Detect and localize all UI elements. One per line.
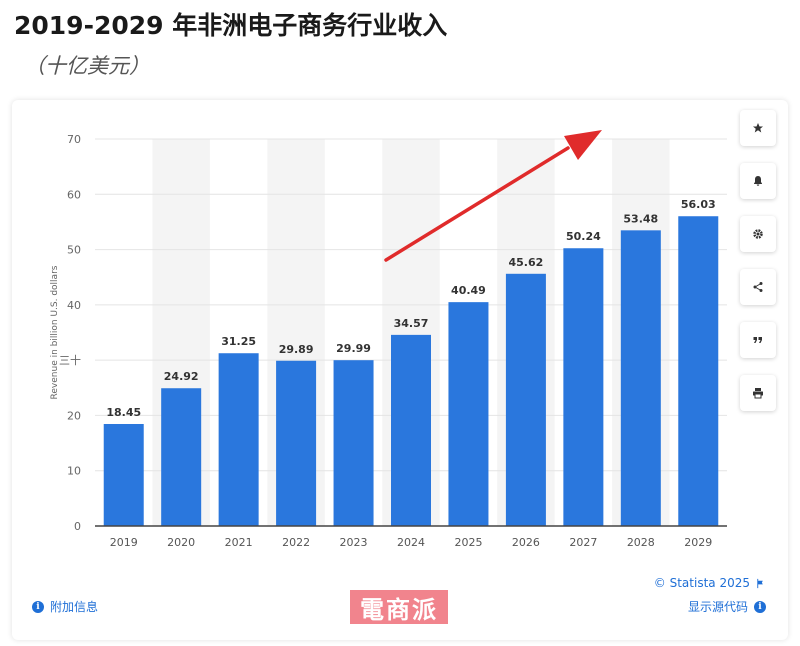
data-label: 56.03 [681, 198, 716, 211]
x-tick-label: 2020 [167, 536, 195, 549]
bar [448, 302, 489, 526]
x-tick-label: 2021 [225, 536, 253, 549]
y-tick-label: 0 [74, 520, 81, 533]
bar [161, 388, 202, 526]
bar [103, 423, 144, 526]
chart-title: 2019-2029 年非洲电子商务行业收入 [14, 11, 448, 40]
bar [563, 248, 604, 526]
copyright-text: © Statista 2025 [653, 576, 750, 590]
bar [678, 216, 719, 527]
x-tick-label: 2024 [397, 536, 425, 549]
print-button[interactable] [740, 375, 776, 411]
bar [391, 334, 431, 526]
data-label: 18.45 [106, 406, 141, 419]
flag-icon [757, 578, 763, 588]
gear-icon [753, 229, 763, 239]
x-tick-label: 2027 [569, 536, 597, 549]
watermark-logo: 電商派 [350, 590, 448, 624]
chart-card: 0 10 20 三十 40 50 60 70 18.45 2019 24.92 2020 31.25 20… [12, 100, 788, 640]
star-icon [753, 123, 763, 133]
data-label: 34.57 [394, 317, 429, 330]
x-tick-label: 2029 [684, 536, 712, 549]
data-label: 29.99 [336, 342, 371, 355]
data-label: 31.25 [221, 335, 256, 348]
y-tick-label: 70 [67, 133, 81, 146]
y-tick-label: 三十 [59, 353, 81, 367]
x-tick-label: 2022 [282, 536, 310, 549]
x-tick-label: 2019 [110, 536, 138, 549]
data-label: 24.92 [164, 370, 199, 383]
show-source-label: 显示源代码 [687, 600, 748, 614]
data-label: 29.89 [279, 343, 314, 356]
cite-button[interactable] [740, 322, 776, 358]
data-label: 53.48 [623, 212, 658, 225]
share-button[interactable] [740, 269, 776, 305]
x-tick-label: 2026 [512, 536, 540, 549]
x-tick-label: 2028 [627, 536, 655, 549]
favorite-button[interactable] [740, 110, 776, 146]
statista-copyright-link[interactable]: © Statista 2025 [654, 576, 766, 590]
share-icon [753, 282, 763, 292]
y-tick-label: 60 [67, 188, 81, 201]
chart-toolbar [740, 110, 778, 428]
data-label: 45.62 [509, 256, 544, 269]
bar-chart: 0 10 20 三十 40 50 60 70 18.45 2019 24.92 2020 31.25 20… [50, 130, 727, 549]
notification-button[interactable] [740, 163, 776, 199]
y-axis-title: Revenue in billion U.S. dollars [50, 265, 60, 399]
data-label: 50.24 [566, 230, 601, 243]
bar [505, 273, 546, 526]
additional-info-link[interactable]: i 附加信息 [32, 598, 98, 615]
watermark-text: 電商派 [360, 594, 438, 624]
y-tick-label: 40 [67, 299, 81, 312]
print-icon [753, 388, 763, 399]
trend-arrow-shaft [384, 146, 570, 262]
bar [333, 360, 374, 526]
quote-icon [753, 337, 762, 343]
bar [218, 353, 259, 526]
info-icon: i [754, 600, 766, 613]
y-tick-label: 10 [67, 465, 81, 478]
bell-icon [754, 176, 762, 186]
info-icon: i [32, 600, 44, 613]
y-tick-label: 50 [67, 244, 81, 257]
additional-info-label: 附加信息 [50, 600, 99, 614]
settings-button[interactable] [740, 216, 776, 252]
x-tick-label: 2025 [454, 536, 482, 549]
chart-subtitle: （十亿美元） [24, 54, 150, 78]
show-source-link[interactable]: 显示源代码 i [688, 598, 766, 615]
bar [620, 230, 661, 526]
bar [276, 360, 317, 526]
y-tick-label: 20 [67, 409, 81, 422]
data-label: 40.49 [451, 284, 486, 297]
trend-arrow-head [564, 130, 602, 160]
x-tick-label: 2023 [340, 536, 368, 549]
